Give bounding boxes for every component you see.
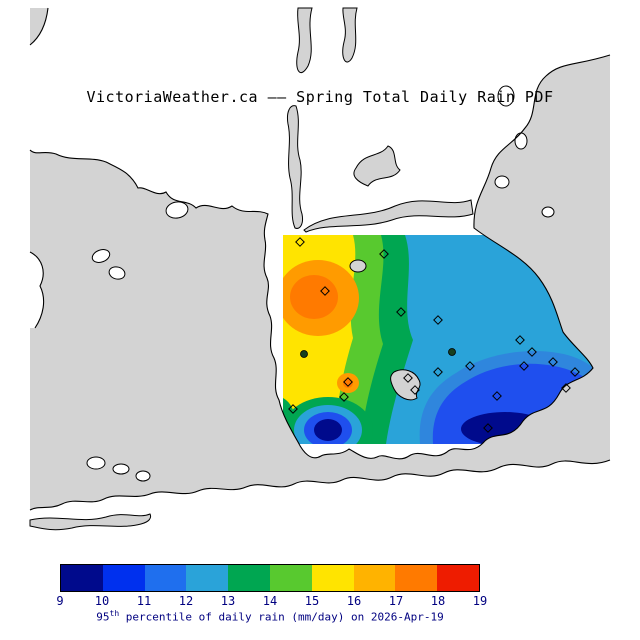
colorbar-tick: 11 (136, 594, 152, 608)
page-title: VictoriaWeather.ca –– Spring Total Daily… (86, 88, 554, 106)
island (541, 206, 555, 218)
island (165, 201, 189, 219)
island (494, 175, 510, 189)
station-diamond (288, 404, 298, 414)
channel-north1 (296, 7, 313, 73)
colorbar-segment (353, 565, 396, 591)
station-diamond (343, 377, 353, 387)
contour-min-navy-core (314, 419, 342, 441)
island (135, 470, 151, 482)
island (497, 85, 515, 107)
colorbar-tick: 10 (94, 594, 110, 608)
channel-north2 (342, 7, 358, 63)
caption-superscript: th (109, 609, 120, 618)
station-dot (300, 350, 308, 358)
colorbar-segment (144, 565, 187, 591)
colorbar-caption: 95th percentile of daily rain (mm/day) o… (40, 609, 500, 624)
coastline-south (29, 459, 611, 511)
island (91, 249, 111, 263)
islands-group (86, 85, 555, 482)
colorbar-segment (269, 565, 312, 591)
colorbar-segment (61, 565, 103, 591)
station-markers-group (288, 237, 580, 433)
station-diamond (483, 423, 493, 433)
caption-prefix: 95 (96, 610, 110, 624)
coastline-group (29, 7, 611, 511)
inlet-squiggle (353, 145, 401, 187)
station-diamond (339, 392, 349, 402)
station-diamond (433, 367, 443, 377)
station-diamond (561, 383, 571, 393)
station-diamond (403, 373, 413, 383)
coastline-main (29, 54, 611, 460)
colorbar-tick: 14 (262, 594, 278, 608)
station-diamond (295, 237, 305, 247)
station-diamond (515, 335, 525, 345)
saanich-inlet (287, 105, 303, 229)
colorbar-segment (437, 565, 479, 591)
colorbar-segment (102, 565, 145, 591)
station-diamond (465, 361, 475, 371)
colorbar-tick: 19 (472, 594, 488, 608)
station-diamond (527, 347, 537, 357)
colorbar-segment (186, 565, 229, 591)
colorbar-segment (395, 565, 438, 591)
contour-orange-core (290, 275, 338, 319)
colorbar-segment (311, 565, 354, 591)
colorbar-tick: 17 (388, 594, 404, 608)
channels-group (29, 7, 474, 531)
colorbar-tick: 12 (178, 594, 194, 608)
colorbar-tick: 9 (56, 594, 64, 608)
island (108, 266, 126, 280)
west-shore-sliver (30, 252, 44, 328)
caption-rest: percentile of daily rain (mm/day) on 202… (119, 610, 444, 624)
island (86, 456, 106, 470)
southwest-channel (29, 513, 152, 531)
station-diamond (410, 385, 420, 395)
coastline-topleft-notch (29, 7, 49, 46)
rain-contour-field (283, 235, 610, 444)
station-diamond (548, 357, 558, 367)
colorbar-tick: 16 (346, 594, 362, 608)
station-diamond (519, 361, 529, 371)
colorbar-tick: 15 (304, 594, 320, 608)
station-diamond (570, 367, 580, 377)
colorbar-segment (228, 565, 270, 591)
station-diamond (492, 391, 502, 401)
island (112, 463, 130, 475)
island (514, 132, 528, 150)
colorbar-tick: 18 (430, 594, 446, 608)
station-diamond (320, 286, 330, 296)
station-dot (448, 348, 456, 356)
colorbar-tick: 13 (220, 594, 236, 608)
colorbar-tick-labels: 9 10 11 12 13 14 15 16 17 18 19 (56, 594, 487, 608)
colorbar (60, 564, 480, 592)
satellite-channel (303, 199, 474, 233)
station-diamond (433, 315, 443, 325)
coastline-west-sliver (29, 251, 45, 329)
station-diamond (396, 307, 406, 317)
station-diamond (379, 249, 389, 259)
small-lake (349, 259, 367, 273)
